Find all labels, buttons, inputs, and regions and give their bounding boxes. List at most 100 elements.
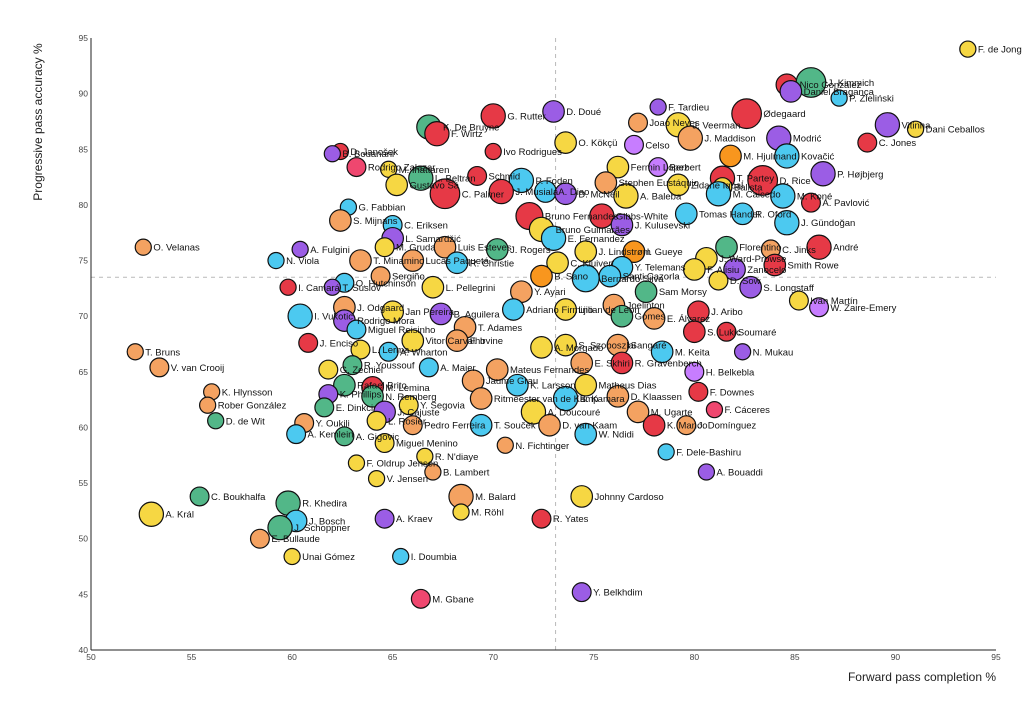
data-point [570, 485, 594, 508]
data-point-label: Rober González [218, 401, 287, 412]
data-point-label: I. Vukotic [314, 312, 353, 323]
y-tick-label: 75 [79, 256, 89, 266]
data-point-label: E. Fernandez [568, 234, 625, 245]
data-point [520, 399, 547, 425]
data-point [433, 235, 457, 259]
data-point-label: N. Remberg [385, 392, 436, 403]
data-point-label: A. Gigovic [356, 432, 400, 443]
data-point [469, 387, 493, 410]
data-point-label: R. Khedira [302, 499, 348, 510]
data-point [634, 280, 658, 304]
data-point [906, 120, 925, 138]
data-point-label: Y. Telemans [635, 263, 686, 274]
data-point-label: Joao Neves [649, 118, 699, 129]
data-point [715, 235, 738, 259]
data-point-label: Tomas Handel [699, 209, 760, 220]
data-point-label: F. Wirtz [451, 129, 483, 140]
data-point [279, 278, 297, 296]
data-point-label: J. Gündoğan [801, 218, 855, 229]
data-point [349, 249, 372, 272]
data-point [623, 134, 644, 155]
data-point-label: G. Fabbian [358, 203, 405, 214]
y-tick-label: 85 [79, 144, 89, 154]
data-points [126, 40, 977, 609]
data-point-label: Y. Belkhdim [593, 588, 643, 599]
data-point [452, 503, 470, 521]
data-point-label: A. Baleba [640, 192, 682, 203]
data-point [657, 443, 675, 461]
data-point-label: Smith Rowe [788, 260, 839, 271]
data-point [747, 165, 779, 196]
data-point [401, 249, 425, 272]
data-point-label: T. Souček [494, 421, 536, 432]
data-point-label: L. Lerma [372, 345, 410, 356]
data-point [480, 103, 506, 129]
data-point [385, 173, 409, 197]
data-point [589, 203, 615, 229]
data-point [739, 275, 762, 299]
data-point-label: I. Doumbia [411, 552, 458, 563]
data-point-label: M. Röhl [471, 508, 504, 519]
data-point-label: M. Lemina [385, 383, 430, 394]
data-point-label: I. Gueye [647, 247, 683, 258]
data-point [416, 447, 434, 466]
data-point-label: C. Boukhalfa [211, 492, 266, 503]
data-point-label: R. Yates [553, 514, 589, 525]
data-point [366, 410, 387, 431]
data-point-label: J. Ward-Prowse [719, 254, 786, 265]
data-point [323, 145, 341, 163]
data-point-label: A. Kemlein [308, 430, 354, 441]
data-point-label: Sergiño [392, 272, 425, 283]
data-point-label: Dani Ceballos [926, 125, 985, 136]
data-point-label: Balista [734, 183, 763, 194]
data-point-label: C. Kluivert [570, 258, 614, 269]
data-point [496, 436, 514, 454]
data-point-label: Rafael Brito [357, 381, 407, 392]
data-point-label: T. Partey [737, 174, 775, 185]
data-point [283, 547, 301, 566]
y-tick-label: 45 [79, 589, 89, 599]
data-point [484, 142, 502, 161]
data-point-label: F. Downes [710, 387, 755, 398]
data-point-label: M. Ugarte [651, 407, 693, 418]
data-point [467, 165, 488, 186]
data-point [410, 588, 431, 609]
data-point-label: Florentino [739, 243, 781, 254]
data-point-label: K. Phillips [340, 390, 382, 401]
data-point [874, 112, 901, 138]
data-point-label: C. Jones [879, 138, 917, 149]
data-point [705, 181, 732, 207]
data-point-label: J. Rogers [510, 245, 551, 256]
data-point [554, 131, 577, 154]
data-point [401, 329, 425, 353]
data-point [606, 384, 630, 408]
data-point [800, 192, 821, 213]
data-point-label: Gomes [635, 312, 666, 323]
data-point-label: N. Fichtinger [515, 441, 569, 452]
data-point [763, 253, 787, 277]
data-point-label: Ivo Rodrigues [503, 147, 562, 158]
data-point-label: Matheus Dias [598, 381, 656, 392]
data-point-label: Ljilian de Leon [578, 305, 639, 316]
x-tick-label: 80 [690, 652, 700, 662]
data-point-label: T. Adames [478, 323, 523, 334]
data-point-label: F. Dele-Bashiru [676, 447, 741, 458]
data-point [642, 307, 666, 330]
data-point-label: Fermin Lopez [631, 163, 689, 174]
data-point-label: F. Cáceres [724, 405, 770, 416]
data-point [445, 329, 469, 353]
data-point-label: Miguel Reisinho [368, 325, 436, 336]
data-point-label: K. Larsson [530, 381, 575, 392]
data-point [346, 157, 367, 178]
data-point-label: Gustavo Sá [409, 180, 459, 191]
data-point-label: M. Gruda [396, 243, 436, 254]
data-point-label: J. Enciso [320, 338, 359, 349]
x-tick-label: 95 [991, 652, 1001, 662]
data-point [347, 454, 366, 472]
data-point-label: R. Christie [470, 258, 514, 269]
data-point-label: J. Lindstrøm [598, 247, 650, 258]
data-point-label: P. Foden [535, 176, 572, 187]
data-point-label: Ødegaard [763, 109, 805, 120]
data-point [298, 332, 319, 353]
